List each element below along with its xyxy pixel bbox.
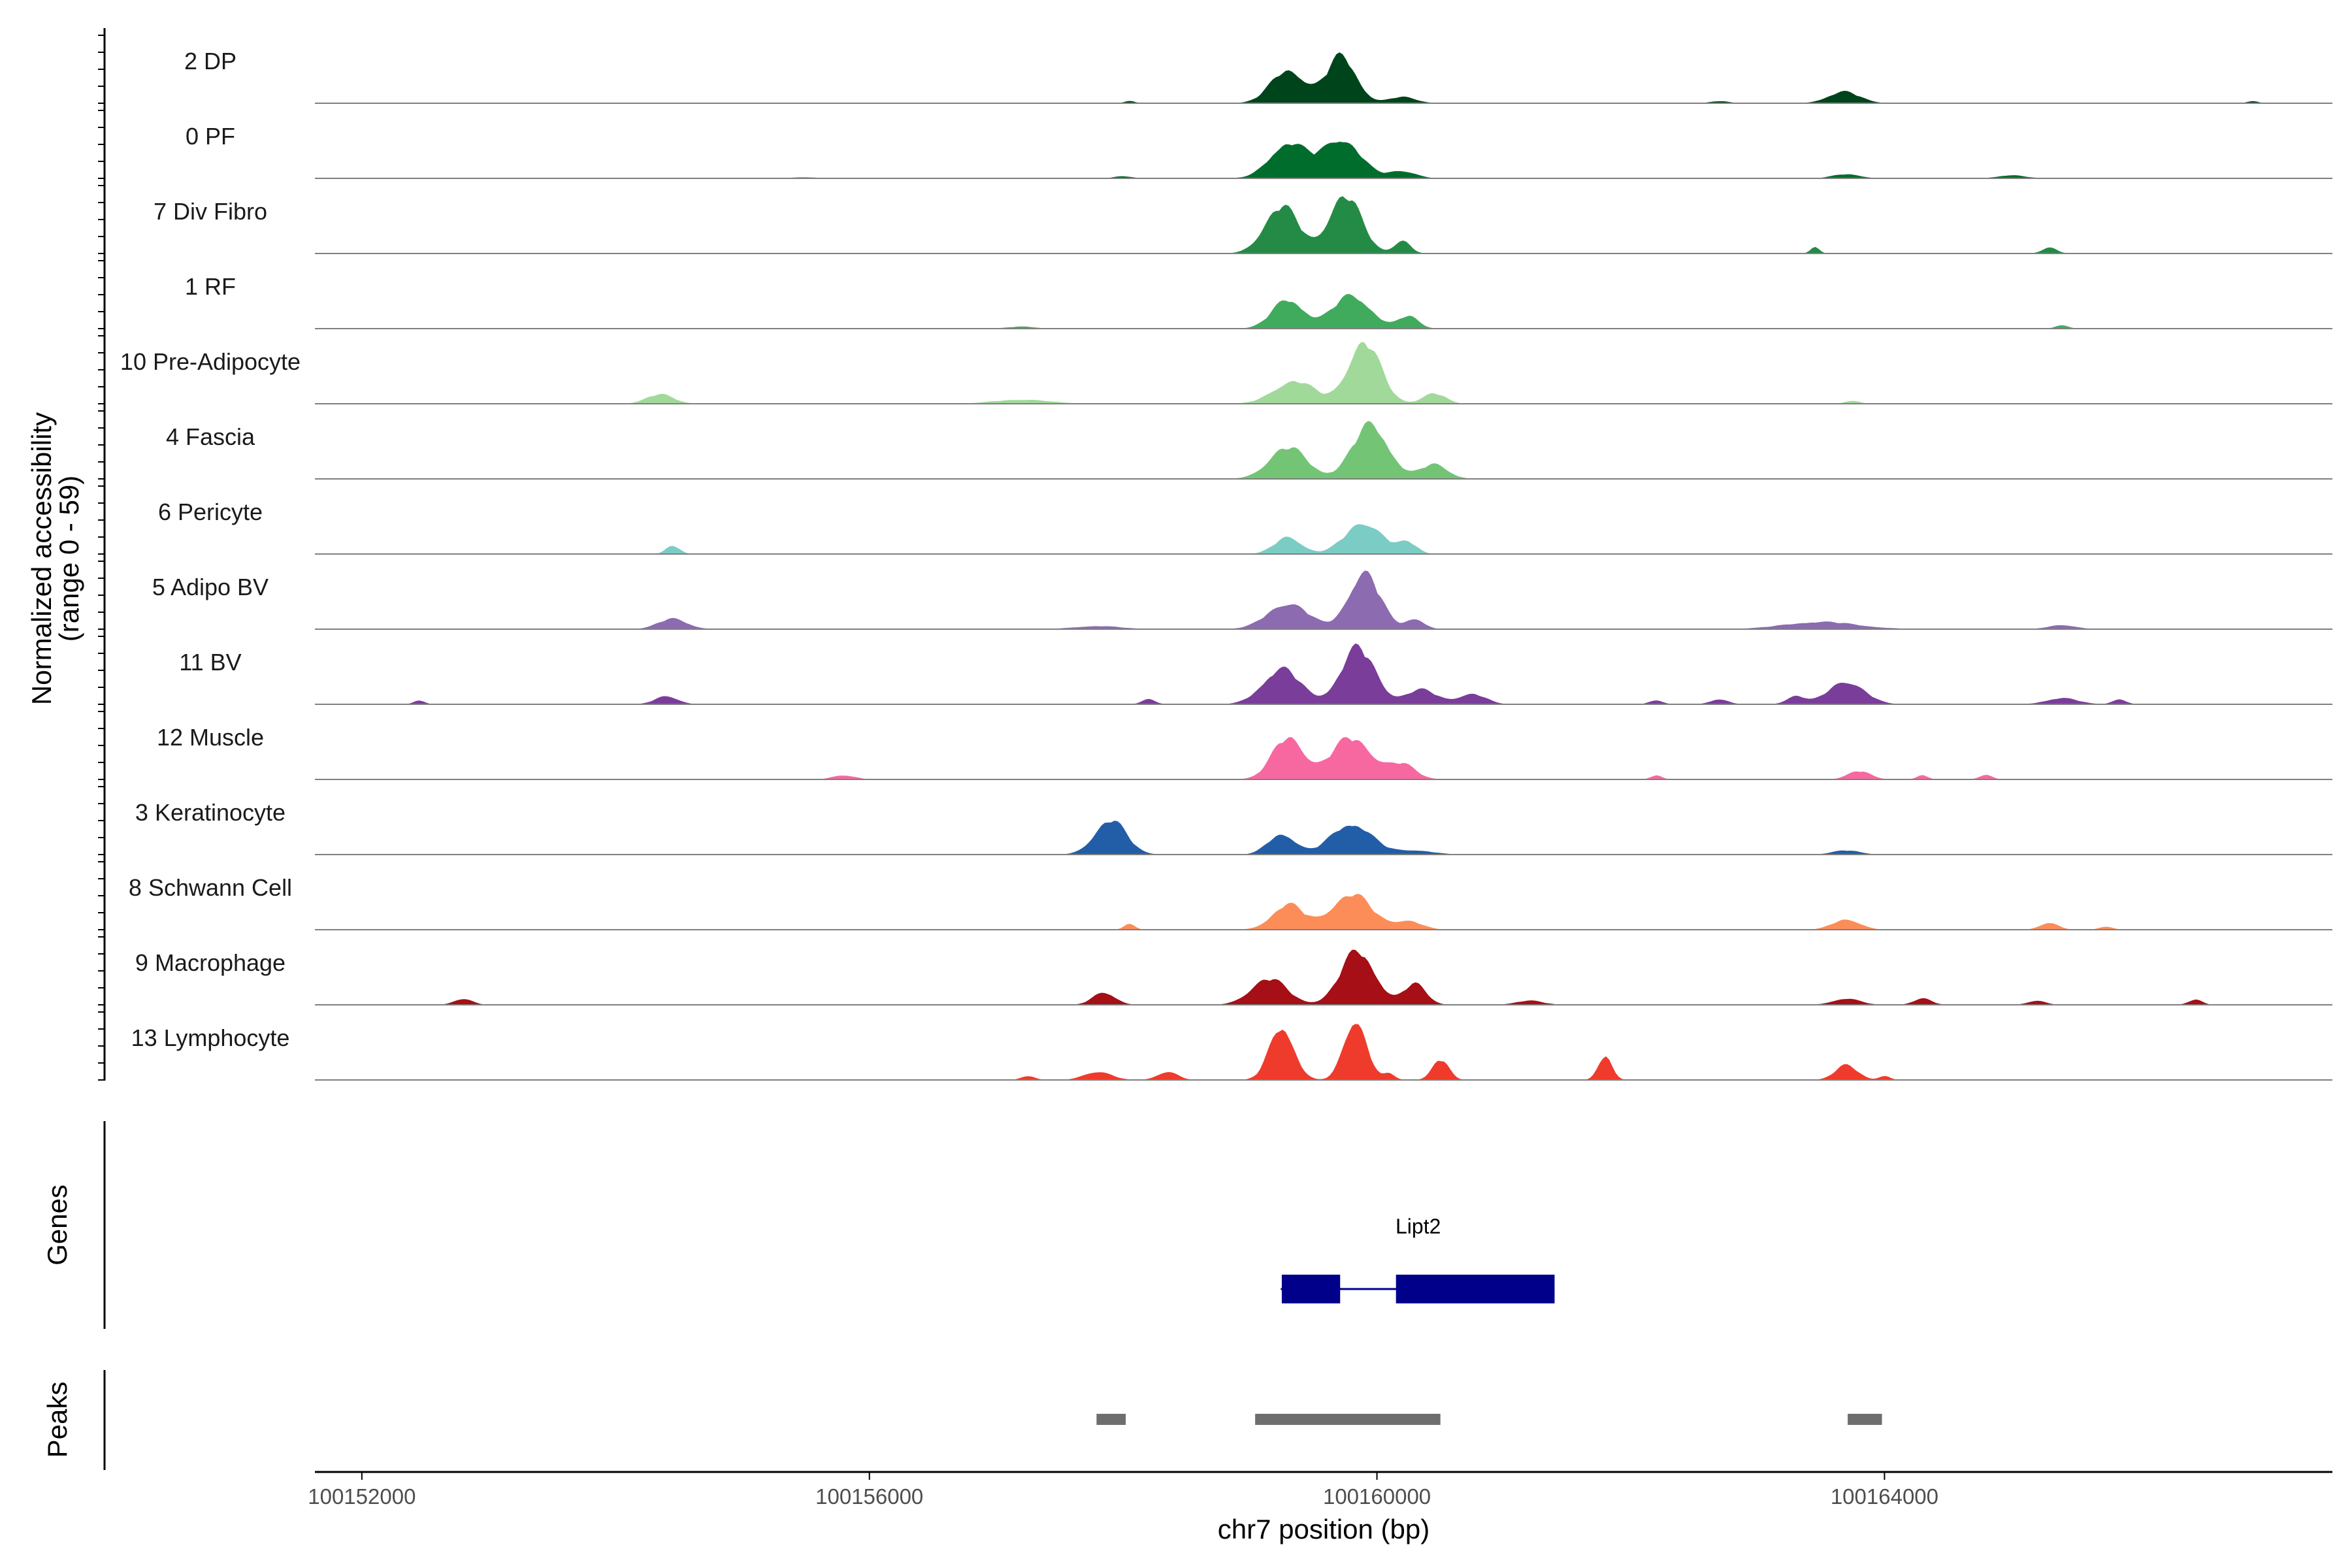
x-axis-title: chr7 position (bp): [1218, 1514, 1430, 1544]
track-3: 7 Div Fibro: [154, 196, 2332, 254]
coverage-area: [315, 52, 2332, 103]
x-tick-label: 100156000: [815, 1484, 923, 1509]
coverage-panel: 2 DP 0 PF 7 Div Fibro 1 RF 10 Pre-Adipocyte 4…: [120, 48, 2332, 1081]
y-axis-title-line1: Normalized accessibility: [26, 412, 57, 705]
track-8: 5 Adipo BV: [152, 570, 2332, 630]
track-label: 10 Pre-Adipocyte: [120, 348, 301, 375]
coverage-area: [315, 524, 2332, 554]
track-label: 0 PF: [186, 123, 235, 150]
track-9: 11 BV: [179, 643, 2332, 705]
coverage-area: [315, 643, 2332, 704]
track-label: 4 Fascia: [166, 423, 255, 450]
track-label: 3 Keratinocyte: [135, 799, 286, 826]
coverage-area: [315, 949, 2332, 1005]
track-11: 3 Keratinocyte: [135, 799, 2332, 855]
track-1: 2 DP: [184, 48, 2332, 104]
coverage-area: [315, 196, 2332, 253]
track-7: 6 Pericyte: [158, 498, 2332, 555]
y-axis-ticks: [98, 35, 105, 1081]
coverage-area: [315, 1024, 2332, 1080]
gene-strand-arrow: [1280, 1281, 1290, 1297]
coverage-area: [315, 141, 2332, 178]
gene-name-label: Lipt2: [1396, 1215, 1441, 1238]
genes-panel-title: Genes: [42, 1184, 73, 1266]
coverage-area: [315, 342, 2332, 404]
peak-region-bar: [1096, 1414, 1126, 1425]
peaks-panel-title: Peaks: [42, 1382, 73, 1458]
coverage-area: [315, 737, 2332, 779]
track-label: 7 Div Fibro: [154, 198, 267, 225]
coverage-area: [315, 894, 2332, 930]
gene-models: Lipt2: [1280, 1215, 1555, 1303]
x-axis: 100152000 100156000 100160000 100164000 chr…: [308, 1471, 2332, 1544]
coverage-area: [315, 293, 2332, 329]
peak-region-bar: [1255, 1414, 1441, 1425]
track-label: 9 Macrophage: [135, 949, 286, 976]
peaks-panel: Peaks: [42, 1370, 1882, 1470]
track-label: 11 BV: [179, 649, 241, 676]
coverage-area: [315, 570, 2332, 629]
x-axis-ticks: 100152000 100156000 100160000 100164000: [308, 1472, 1938, 1509]
track-6: 4 Fascia: [166, 421, 2332, 480]
y-axis-title-line2: (range 0 - 59): [54, 476, 84, 642]
gene-Lipt2: Lipt2: [1280, 1215, 1555, 1303]
peak-regions: [1096, 1414, 1882, 1425]
track-label: 5 Adipo BV: [152, 574, 269, 600]
track-label: 1 RF: [185, 273, 236, 300]
genes-panel: Genes Lipt2: [42, 1121, 1555, 1329]
track-label: 6 Pericyte: [158, 498, 263, 525]
track-12: 8 Schwann Cell: [129, 874, 2332, 930]
coverage-area: [315, 421, 2332, 479]
track-5: 10 Pre-Adipocyte: [120, 342, 2332, 404]
x-tick-label: 100152000: [308, 1484, 416, 1509]
track-label: 8 Schwann Cell: [129, 874, 292, 901]
track-label: 12 Muscle: [157, 724, 264, 751]
gene-exon: [1396, 1275, 1555, 1303]
x-tick-label: 100164000: [1831, 1484, 1938, 1509]
track-14: 13 Lymphocyte: [131, 1024, 2332, 1081]
x-tick-label: 100160000: [1323, 1484, 1431, 1509]
track-label: 2 DP: [184, 48, 237, 74]
coverage-area: [315, 821, 2332, 855]
gene-exon: [1281, 1275, 1341, 1303]
peak-region-bar: [1848, 1414, 1882, 1425]
track-2: 0 PF: [186, 123, 2332, 179]
track-label: 13 Lymphocyte: [131, 1024, 290, 1051]
track-13: 9 Macrophage: [135, 949, 2332, 1005]
track-10: 12 Muscle: [157, 724, 2332, 780]
track-4: 1 RF: [185, 273, 2332, 329]
